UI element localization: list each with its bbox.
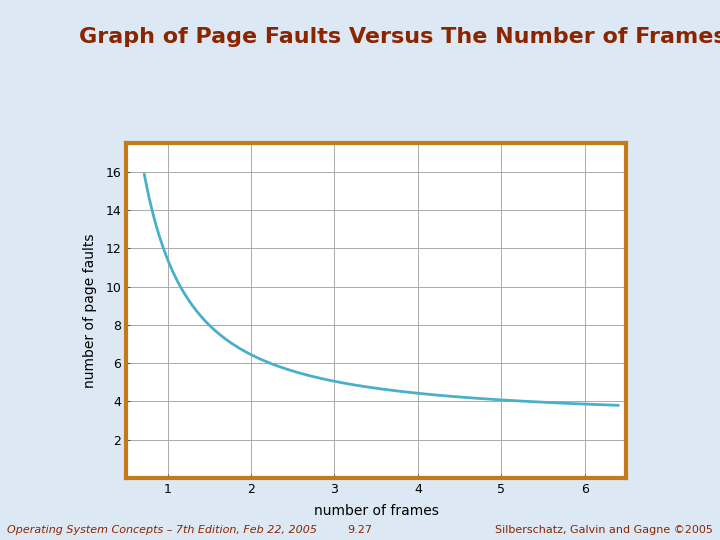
- Text: Silberschatz, Galvin and Gagne ©2005: Silberschatz, Galvin and Gagne ©2005: [495, 524, 713, 535]
- Text: 9.27: 9.27: [348, 524, 372, 535]
- X-axis label: number of frames: number of frames: [314, 504, 438, 518]
- Text: Graph of Page Faults Versus The Number of Frames: Graph of Page Faults Versus The Number o…: [79, 27, 720, 47]
- Text: Operating System Concepts – 7th Edition, Feb 22, 2005: Operating System Concepts – 7th Edition,…: [7, 524, 318, 535]
- Y-axis label: number of page faults: number of page faults: [83, 233, 97, 388]
